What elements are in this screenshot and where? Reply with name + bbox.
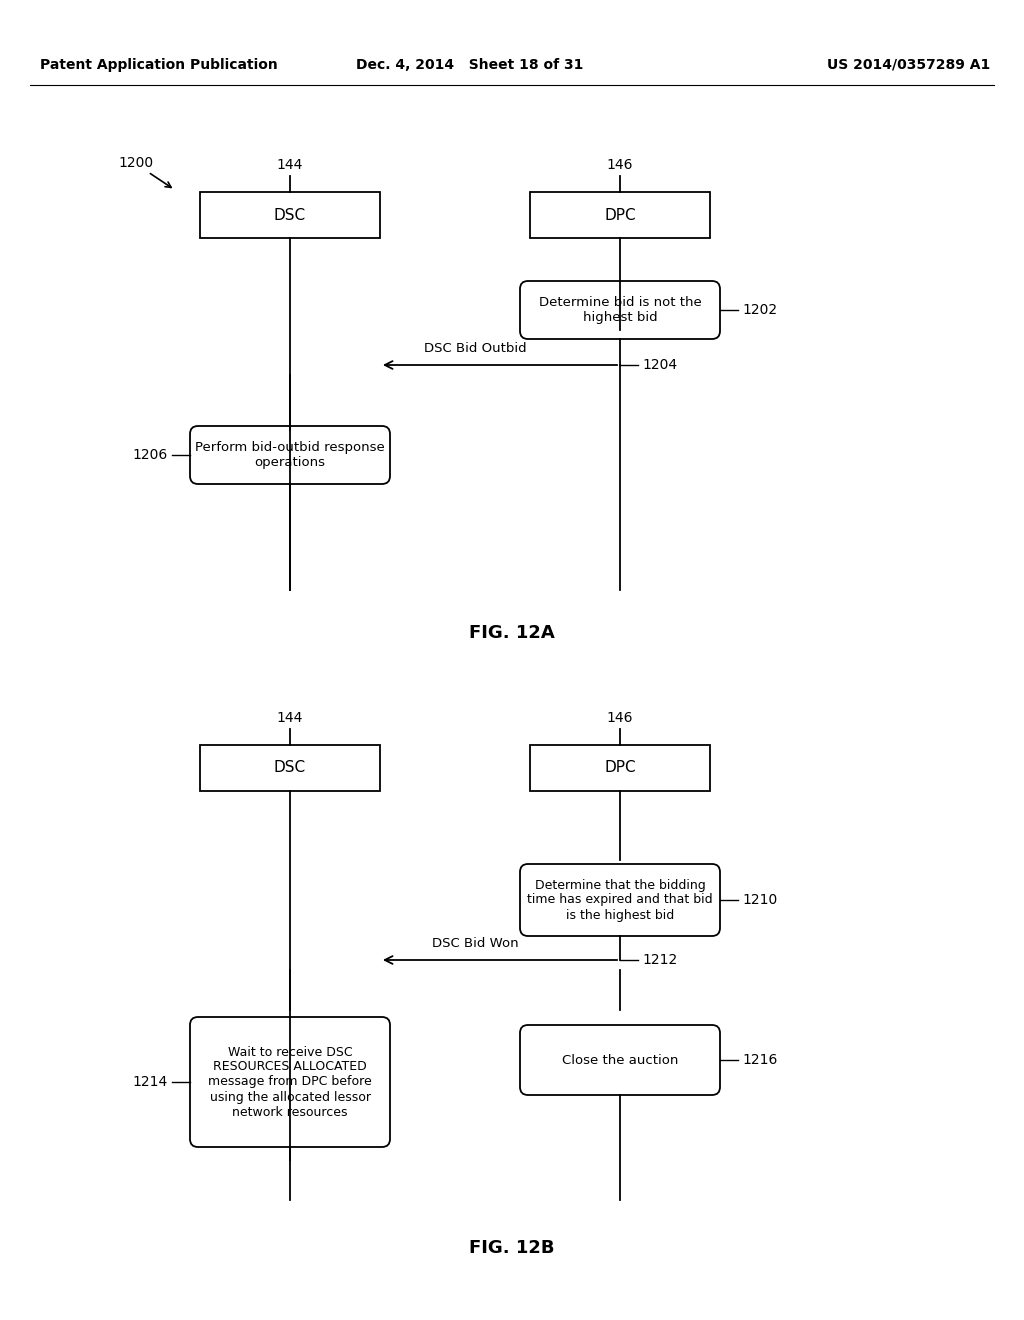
Text: Patent Application Publication: Patent Application Publication	[40, 58, 278, 73]
Text: FIG. 12B: FIG. 12B	[469, 1239, 555, 1257]
Text: US 2014/0357289 A1: US 2014/0357289 A1	[826, 58, 990, 73]
Text: 1202: 1202	[742, 304, 777, 317]
Text: Close the auction: Close the auction	[562, 1053, 678, 1067]
Text: 144: 144	[276, 711, 303, 725]
FancyBboxPatch shape	[190, 1016, 390, 1147]
Text: DSC Bid Won: DSC Bid Won	[432, 937, 518, 950]
Text: 1212: 1212	[642, 953, 677, 968]
FancyBboxPatch shape	[520, 865, 720, 936]
Text: DSC Bid Outbid: DSC Bid Outbid	[424, 342, 526, 355]
FancyBboxPatch shape	[520, 281, 720, 339]
Text: 1200: 1200	[118, 156, 154, 170]
Bar	[200, 191, 380, 238]
Text: 146: 146	[607, 711, 633, 725]
Text: Dec. 4, 2014   Sheet 18 of 31: Dec. 4, 2014 Sheet 18 of 31	[356, 58, 584, 73]
Bar	[200, 744, 380, 791]
Bar	[530, 744, 710, 791]
Text: FIG. 12A: FIG. 12A	[469, 624, 555, 642]
Text: 144: 144	[276, 158, 303, 172]
Text: Perform bid-outbid response
operations: Perform bid-outbid response operations	[196, 441, 385, 469]
Text: 1204: 1204	[642, 358, 677, 372]
Text: 1206: 1206	[133, 447, 168, 462]
Text: DSC: DSC	[274, 207, 306, 223]
Text: DPC: DPC	[604, 760, 636, 776]
Text: DPC: DPC	[604, 207, 636, 223]
Text: Determine that the bidding
time has expired and that bid
is the highest bid: Determine that the bidding time has expi…	[527, 879, 713, 921]
Text: DSC: DSC	[274, 760, 306, 776]
Text: Wait to receive DSC
RESOURCES ALLOCATED
message from DPC before
using the alloca: Wait to receive DSC RESOURCES ALLOCATED …	[208, 1045, 372, 1118]
Text: Determine bid is not the
highest bid: Determine bid is not the highest bid	[539, 296, 701, 323]
Text: 1210: 1210	[742, 894, 777, 907]
FancyBboxPatch shape	[520, 1026, 720, 1096]
FancyBboxPatch shape	[190, 426, 390, 484]
Text: 1214: 1214	[133, 1074, 168, 1089]
Bar	[530, 191, 710, 238]
Text: 146: 146	[607, 158, 633, 172]
Text: 1216: 1216	[742, 1053, 777, 1067]
